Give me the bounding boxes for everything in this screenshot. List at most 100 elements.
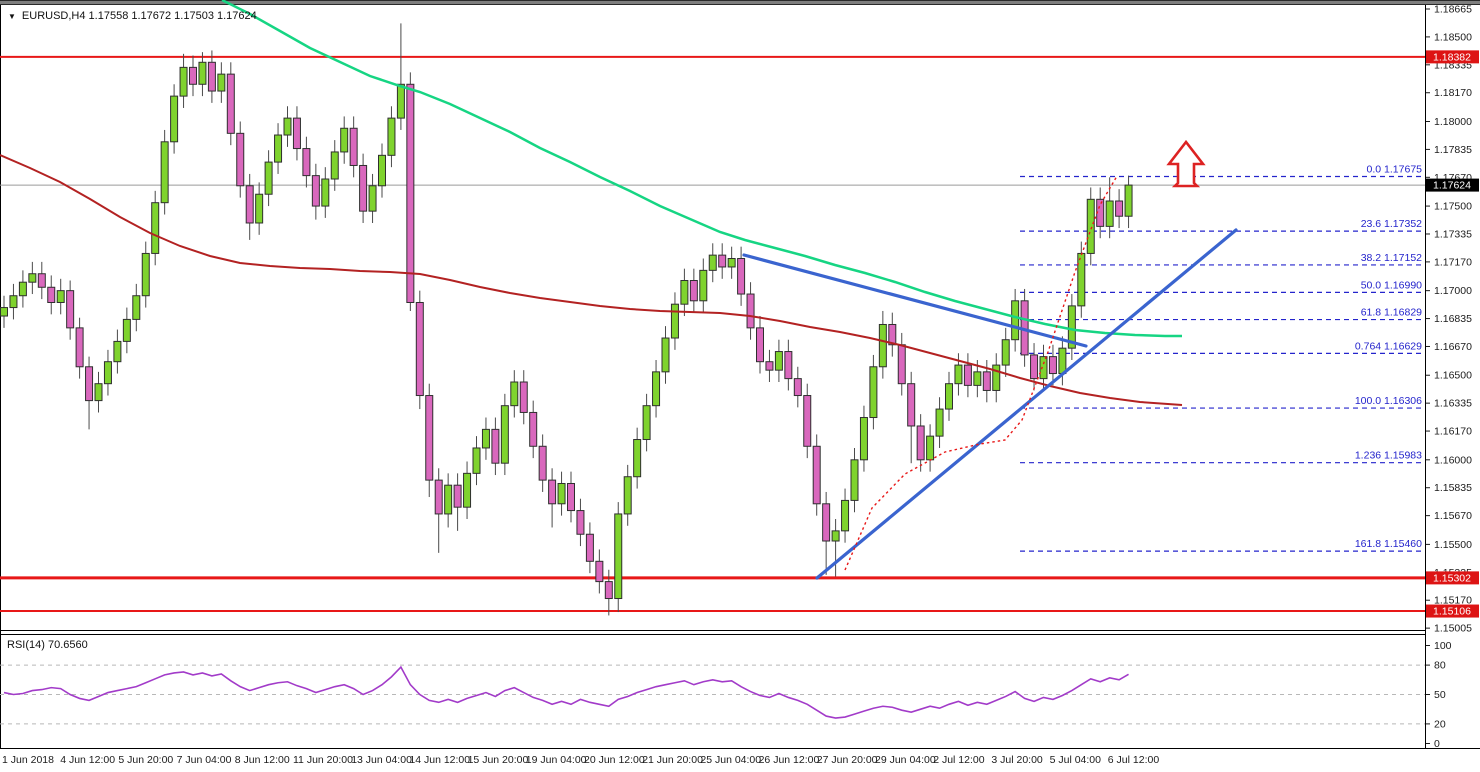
projection-dotted-line[interactable] xyxy=(844,175,1118,571)
time-axis-label: 26 Jun 12:00 xyxy=(759,754,820,766)
price-tick-label: 1.16500 xyxy=(1434,370,1472,382)
candle-down xyxy=(311,175,320,207)
candlesticks-layer xyxy=(0,23,1133,616)
candle-up xyxy=(330,151,339,180)
candle-up xyxy=(463,472,472,508)
trendline-descending[interactable] xyxy=(742,253,1088,348)
fib-level-label: 38.2 1.17152 xyxy=(1361,252,1422,264)
candle-up xyxy=(141,252,150,297)
candle-up xyxy=(727,258,736,268)
time-axis-label: 6 Jul 12:00 xyxy=(1108,754,1160,766)
candle-up xyxy=(368,185,377,212)
price-tick-label: 1.17170 xyxy=(1434,256,1472,268)
time-axis-label: 8 Jun 12:00 xyxy=(235,754,290,766)
price-badge xyxy=(1426,604,1479,618)
candle-down xyxy=(567,482,575,512)
time-axis-label: 5 Jun 20:00 xyxy=(118,754,173,766)
trendline-ascending[interactable] xyxy=(815,228,1238,580)
price-tick-label: 1.15500 xyxy=(1434,539,1472,551)
candle-up xyxy=(0,307,8,317)
candle-down xyxy=(888,323,897,346)
price-badge xyxy=(1426,50,1479,64)
candle-down xyxy=(85,366,94,402)
candle-up xyxy=(954,364,963,385)
candle-up xyxy=(1105,200,1114,227)
price-tick-label: 1.17835 xyxy=(1434,144,1472,156)
candle-up xyxy=(1039,356,1048,380)
candle-down xyxy=(406,83,415,303)
up-arrow-annotation[interactable] xyxy=(1166,139,1206,188)
dropdown-icon[interactable]: ▼ xyxy=(8,12,16,21)
rsi-tick-label: 100 xyxy=(1434,640,1452,652)
candle-up xyxy=(661,337,670,373)
candle-up xyxy=(481,428,490,449)
candle-up xyxy=(670,303,679,339)
candle-down xyxy=(689,280,698,302)
candle-up xyxy=(9,295,18,309)
time-axis-label: 11 Jun 20:00 xyxy=(293,754,353,766)
candle-down xyxy=(604,581,613,600)
candle-down xyxy=(302,148,311,177)
price-tick-label: 1.18000 xyxy=(1434,116,1472,128)
candle-up xyxy=(945,383,953,410)
candle-up xyxy=(122,318,131,342)
candle-up xyxy=(1124,184,1133,217)
price-tick-label: 1.17335 xyxy=(1434,228,1472,240)
candle-up xyxy=(1011,300,1020,341)
candle-down xyxy=(292,117,301,150)
rsi-label: RSI(14) 70.6560 xyxy=(7,639,88,651)
candle-down xyxy=(236,132,245,187)
candle-up xyxy=(1001,339,1010,366)
rsi-line[interactable] xyxy=(3,665,1129,719)
rsi-tick-label: 20 xyxy=(1434,718,1446,730)
time-axis-label: 29 Jun 04:00 xyxy=(875,754,936,766)
price-tick-label: 1.15670 xyxy=(1434,510,1472,522)
candle-up xyxy=(510,381,519,407)
candle-down xyxy=(189,66,197,85)
rsi-tick-label: 50 xyxy=(1434,689,1446,701)
time-axis-label: 19 Jun 04:00 xyxy=(526,754,587,766)
price-tick-label: 1.16670 xyxy=(1434,341,1472,353)
candle-up xyxy=(680,280,689,305)
candle-up xyxy=(179,66,188,97)
candle-down xyxy=(784,351,793,380)
candle-down xyxy=(916,425,925,461)
ma-slow-line[interactable] xyxy=(0,154,1183,406)
time-axis-label: 2 Jul 12:00 xyxy=(933,754,985,766)
candle-up xyxy=(841,499,850,532)
price-badge-label: 1.17624 xyxy=(1433,180,1471,192)
candle-down xyxy=(519,381,528,413)
candle-down xyxy=(718,254,727,268)
candle-up xyxy=(340,127,349,153)
candle-down xyxy=(37,273,46,288)
price-tick-label: 1.17000 xyxy=(1434,285,1472,297)
price-tick-label: 1.18500 xyxy=(1434,31,1472,43)
symbol-ohlc-label: ▼ EURUSD,H4 1.17558 1.17672 1.17503 1.176… xyxy=(8,10,257,22)
time-axis-label: 27 Jun 20:00 xyxy=(817,754,878,766)
candle-down xyxy=(576,510,585,535)
candle-up xyxy=(378,154,386,187)
candle-up xyxy=(878,323,887,368)
candle-down xyxy=(245,185,254,224)
candle-up xyxy=(935,408,944,437)
fib-level-label: 0.0 1.17675 xyxy=(1367,163,1423,175)
candle-up xyxy=(264,161,273,195)
candle-down xyxy=(415,301,424,397)
candle-down xyxy=(425,395,434,481)
candle-down xyxy=(756,327,764,363)
candle-up xyxy=(774,351,783,371)
candle-up xyxy=(623,476,632,515)
price-badge xyxy=(1426,178,1479,192)
candle-up xyxy=(274,134,283,163)
candle-up xyxy=(387,117,396,156)
candle-up xyxy=(28,273,37,283)
fib-level-label: 0.764 1.16629 xyxy=(1355,340,1422,352)
candle-up xyxy=(94,383,103,402)
price-tick-label: 1.15835 xyxy=(1434,482,1472,494)
candle-down xyxy=(453,484,462,508)
candle-down xyxy=(812,445,821,505)
ma-fast-line[interactable] xyxy=(221,0,1182,338)
candle-down xyxy=(529,411,538,447)
candle-up xyxy=(859,417,868,461)
